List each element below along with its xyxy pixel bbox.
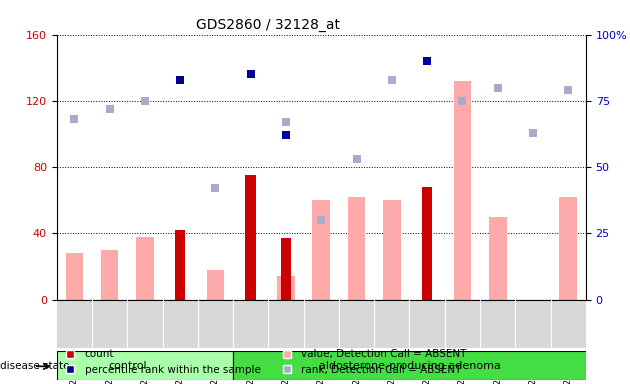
Bar [454,81,471,300]
Bar [66,253,83,300]
Bar [348,197,365,300]
Bar [489,217,507,300]
Bar [422,187,432,300]
Bar [207,270,224,300]
Text: aldosterone-producing adenoma: aldosterone-producing adenoma [319,361,500,371]
Text: disease state: disease state [0,361,69,371]
Bar [277,276,295,300]
Bar [175,230,185,300]
Bar [281,238,291,300]
Bar [136,237,154,300]
Legend: count, percentile rank within the sample, value, Detection Call = ABSENT, rank, : count, percentile rank within the sample… [55,345,471,379]
Bar [57,351,233,380]
Title: GDS2860 / 32128_at: GDS2860 / 32128_at [197,18,340,32]
Bar [383,200,401,300]
Bar [246,175,256,300]
Bar [233,351,604,380]
Bar [312,200,330,300]
Bar [559,197,577,300]
Bar [101,250,118,300]
Text: control: control [108,361,147,371]
